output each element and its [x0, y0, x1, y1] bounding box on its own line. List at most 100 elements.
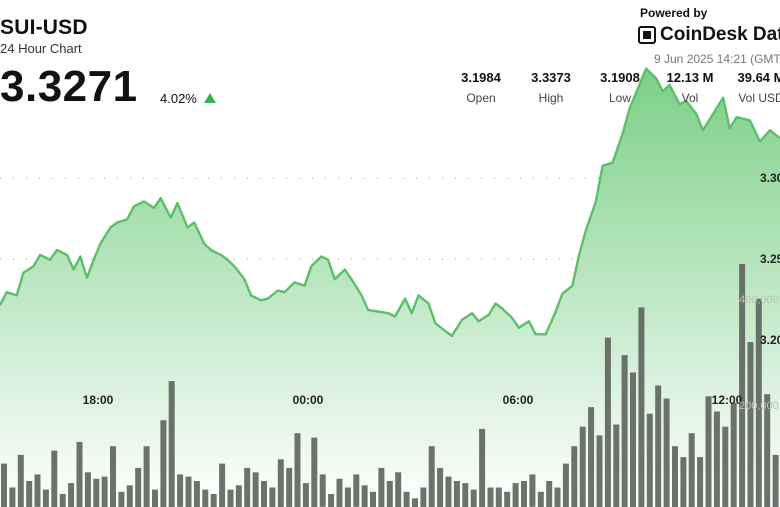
stat-high-label: High — [538, 91, 564, 105]
volume-bar — [84, 472, 91, 507]
y-axis-ticks: 3.30 3.25 3.20 400,000 200,000 — [739, 171, 780, 412]
volume-bar — [160, 420, 167, 507]
volume-bar — [135, 467, 142, 507]
stat-vol-value: 12.13 M — [666, 70, 714, 85]
volume-bar — [101, 476, 108, 507]
volume-bar — [680, 457, 687, 507]
volume-bar — [202, 489, 209, 507]
volume-bar — [286, 467, 293, 507]
volume-bars — [1, 264, 779, 507]
volume-bar — [370, 491, 376, 507]
volume-bar — [453, 481, 460, 507]
volume-bar — [210, 494, 217, 507]
volume-bar — [630, 372, 636, 507]
stat-vol-usd-label: Vol USD — [738, 91, 780, 105]
x-tick-label: 00:00 — [293, 393, 324, 407]
volume-bar — [344, 487, 351, 507]
volume-bar — [361, 485, 368, 507]
volume-bar — [143, 446, 150, 507]
stat-vol: 12.13 M Vol — [655, 70, 725, 105]
volume-bar — [126, 485, 133, 507]
volume-bar — [579, 426, 586, 507]
volume-bar — [562, 463, 569, 507]
y-tick-label: 3.20 — [760, 333, 780, 347]
stat-open: 3.1984 Open — [446, 70, 516, 105]
volume-bar — [319, 474, 326, 507]
chart-subtitle: 24 Hour Chart — [0, 41, 82, 56]
volume-bar — [34, 474, 41, 507]
y-tick-label: 3.25 — [760, 252, 780, 266]
volume-bar — [420, 487, 427, 507]
volume-bar — [554, 487, 561, 507]
volume-bar — [93, 478, 100, 507]
volume-bar — [739, 264, 746, 507]
volume-bar — [261, 481, 267, 507]
up-arrow-icon — [204, 93, 216, 103]
volume-bar — [269, 487, 276, 507]
volume-bar — [252, 472, 259, 507]
volume-bar — [479, 428, 486, 507]
volume-bar — [177, 474, 184, 507]
volume-bar — [730, 402, 737, 507]
volume-bar — [168, 381, 175, 507]
volume-axis-label: 400,000 — [739, 294, 779, 306]
volume-bar — [571, 446, 578, 507]
volume-bar — [294, 433, 301, 507]
volume-bar — [336, 478, 343, 507]
volume-bar — [772, 454, 779, 507]
volume-bar — [219, 463, 226, 507]
stat-low-label: Low — [608, 91, 631, 105]
volume-bar — [17, 454, 24, 507]
volume-bar — [51, 450, 58, 507]
volume-bar — [428, 446, 435, 507]
volume-bar — [495, 487, 502, 507]
volume-bar — [378, 467, 385, 507]
volume-bar — [118, 491, 125, 507]
powered-by-label: Powered by — [640, 6, 708, 20]
volume-bar — [386, 481, 393, 507]
volume-bar — [235, 485, 242, 507]
volume-axis-label: 200,000 — [739, 400, 779, 412]
volume-bar — [588, 407, 595, 507]
volume-bar — [437, 467, 444, 507]
coindesk-logo-icon — [638, 26, 656, 44]
stat-open-label: Open — [466, 91, 496, 105]
volume-bar — [244, 467, 251, 507]
volume-bar — [613, 424, 620, 507]
y-tick-label: 3.30 — [760, 171, 780, 185]
volume-bar — [672, 446, 678, 507]
x-tick-label: 18:00 — [83, 393, 114, 407]
volume-bar — [722, 426, 729, 507]
stat-vol-usd-value: 39.64 M — [737, 70, 780, 85]
volume-bar — [152, 489, 158, 507]
price-area — [0, 68, 780, 507]
volume-bar — [621, 355, 628, 507]
timestamp: 9 Jun 2025 14:21 (GMT — [654, 52, 780, 66]
volume-bar — [697, 457, 704, 507]
volume-bar — [9, 487, 16, 507]
volume-bar — [470, 489, 477, 507]
chart-title: SUI-USD — [0, 16, 88, 39]
brand-name: CoinDesk Data — [660, 24, 780, 45]
volume-bar — [537, 491, 544, 507]
volume-bar — [655, 385, 662, 507]
x-axis-ticks: 18:00 00:00 06:00 12:00 — [83, 393, 743, 407]
price-line — [0, 67, 780, 338]
stat-low-value: 3.1908 — [600, 70, 640, 85]
volume-bar — [277, 459, 284, 507]
coindesk-data-logo[interactable]: CoinDesk Data — [638, 24, 780, 46]
volume-bar — [604, 337, 611, 507]
volume-bar — [59, 494, 66, 507]
volume-bar — [68, 483, 75, 507]
volume-bar — [353, 474, 360, 507]
current-price: 3.3271 — [0, 62, 138, 111]
volume-bar — [512, 483, 519, 507]
volume-bar — [646, 413, 653, 507]
volume-bar — [504, 491, 511, 507]
x-tick-label: 06:00 — [503, 393, 534, 407]
volume-bar — [227, 489, 234, 507]
volume-bar — [705, 396, 712, 507]
volume-bar — [76, 441, 83, 507]
volume-bar — [193, 481, 200, 507]
